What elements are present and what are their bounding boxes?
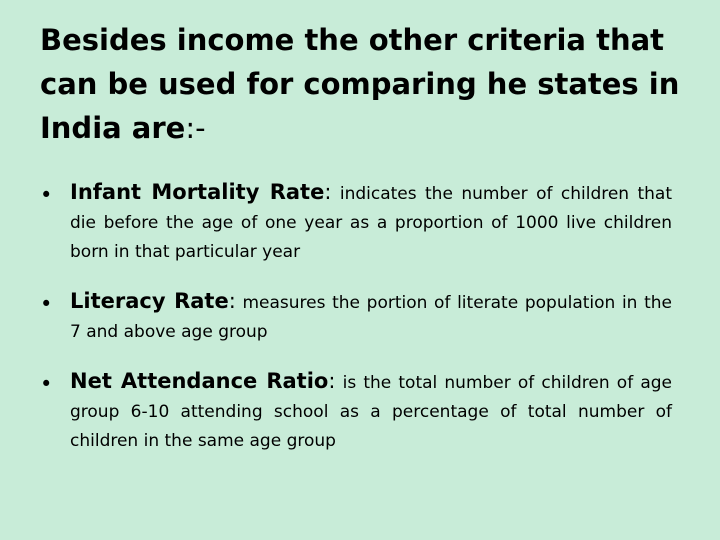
criterion-description: is the total number of children of age g… (70, 373, 672, 451)
slide-title-main: Besides income the other criteria that c… (40, 23, 680, 145)
criterion-separator: : (328, 369, 336, 393)
list-item-net-attendance-ratio: • Net Attendance Ratio: is the total num… (40, 367, 672, 456)
criteria-list: • Infant Mortality Rate: indicates the n… (40, 178, 672, 476)
criterion-separator: : (228, 289, 236, 313)
bullet-icon: • (40, 292, 53, 316)
slide-title-suffix: :- (185, 111, 206, 145)
criterion-term: Literacy Rate (70, 289, 229, 313)
criterion-description: measures the portion of literate populat… (70, 293, 672, 342)
slide-title: Besides income the other criteria that c… (40, 18, 690, 150)
list-item-infant-mortality-rate: • Infant Mortality Rate: indicates the n… (40, 178, 672, 267)
criterion-separator: : (324, 180, 332, 204)
bullet-icon: • (40, 183, 53, 207)
criterion-term: Infant Mortality Rate (70, 180, 325, 204)
list-item-literacy-rate: • Literacy Rate: measures the portion of… (40, 287, 672, 347)
criterion-description: indicates the number of children that di… (70, 184, 673, 262)
bullet-icon: • (40, 372, 53, 396)
criterion-term: Net Attendance Ratio (70, 369, 329, 393)
